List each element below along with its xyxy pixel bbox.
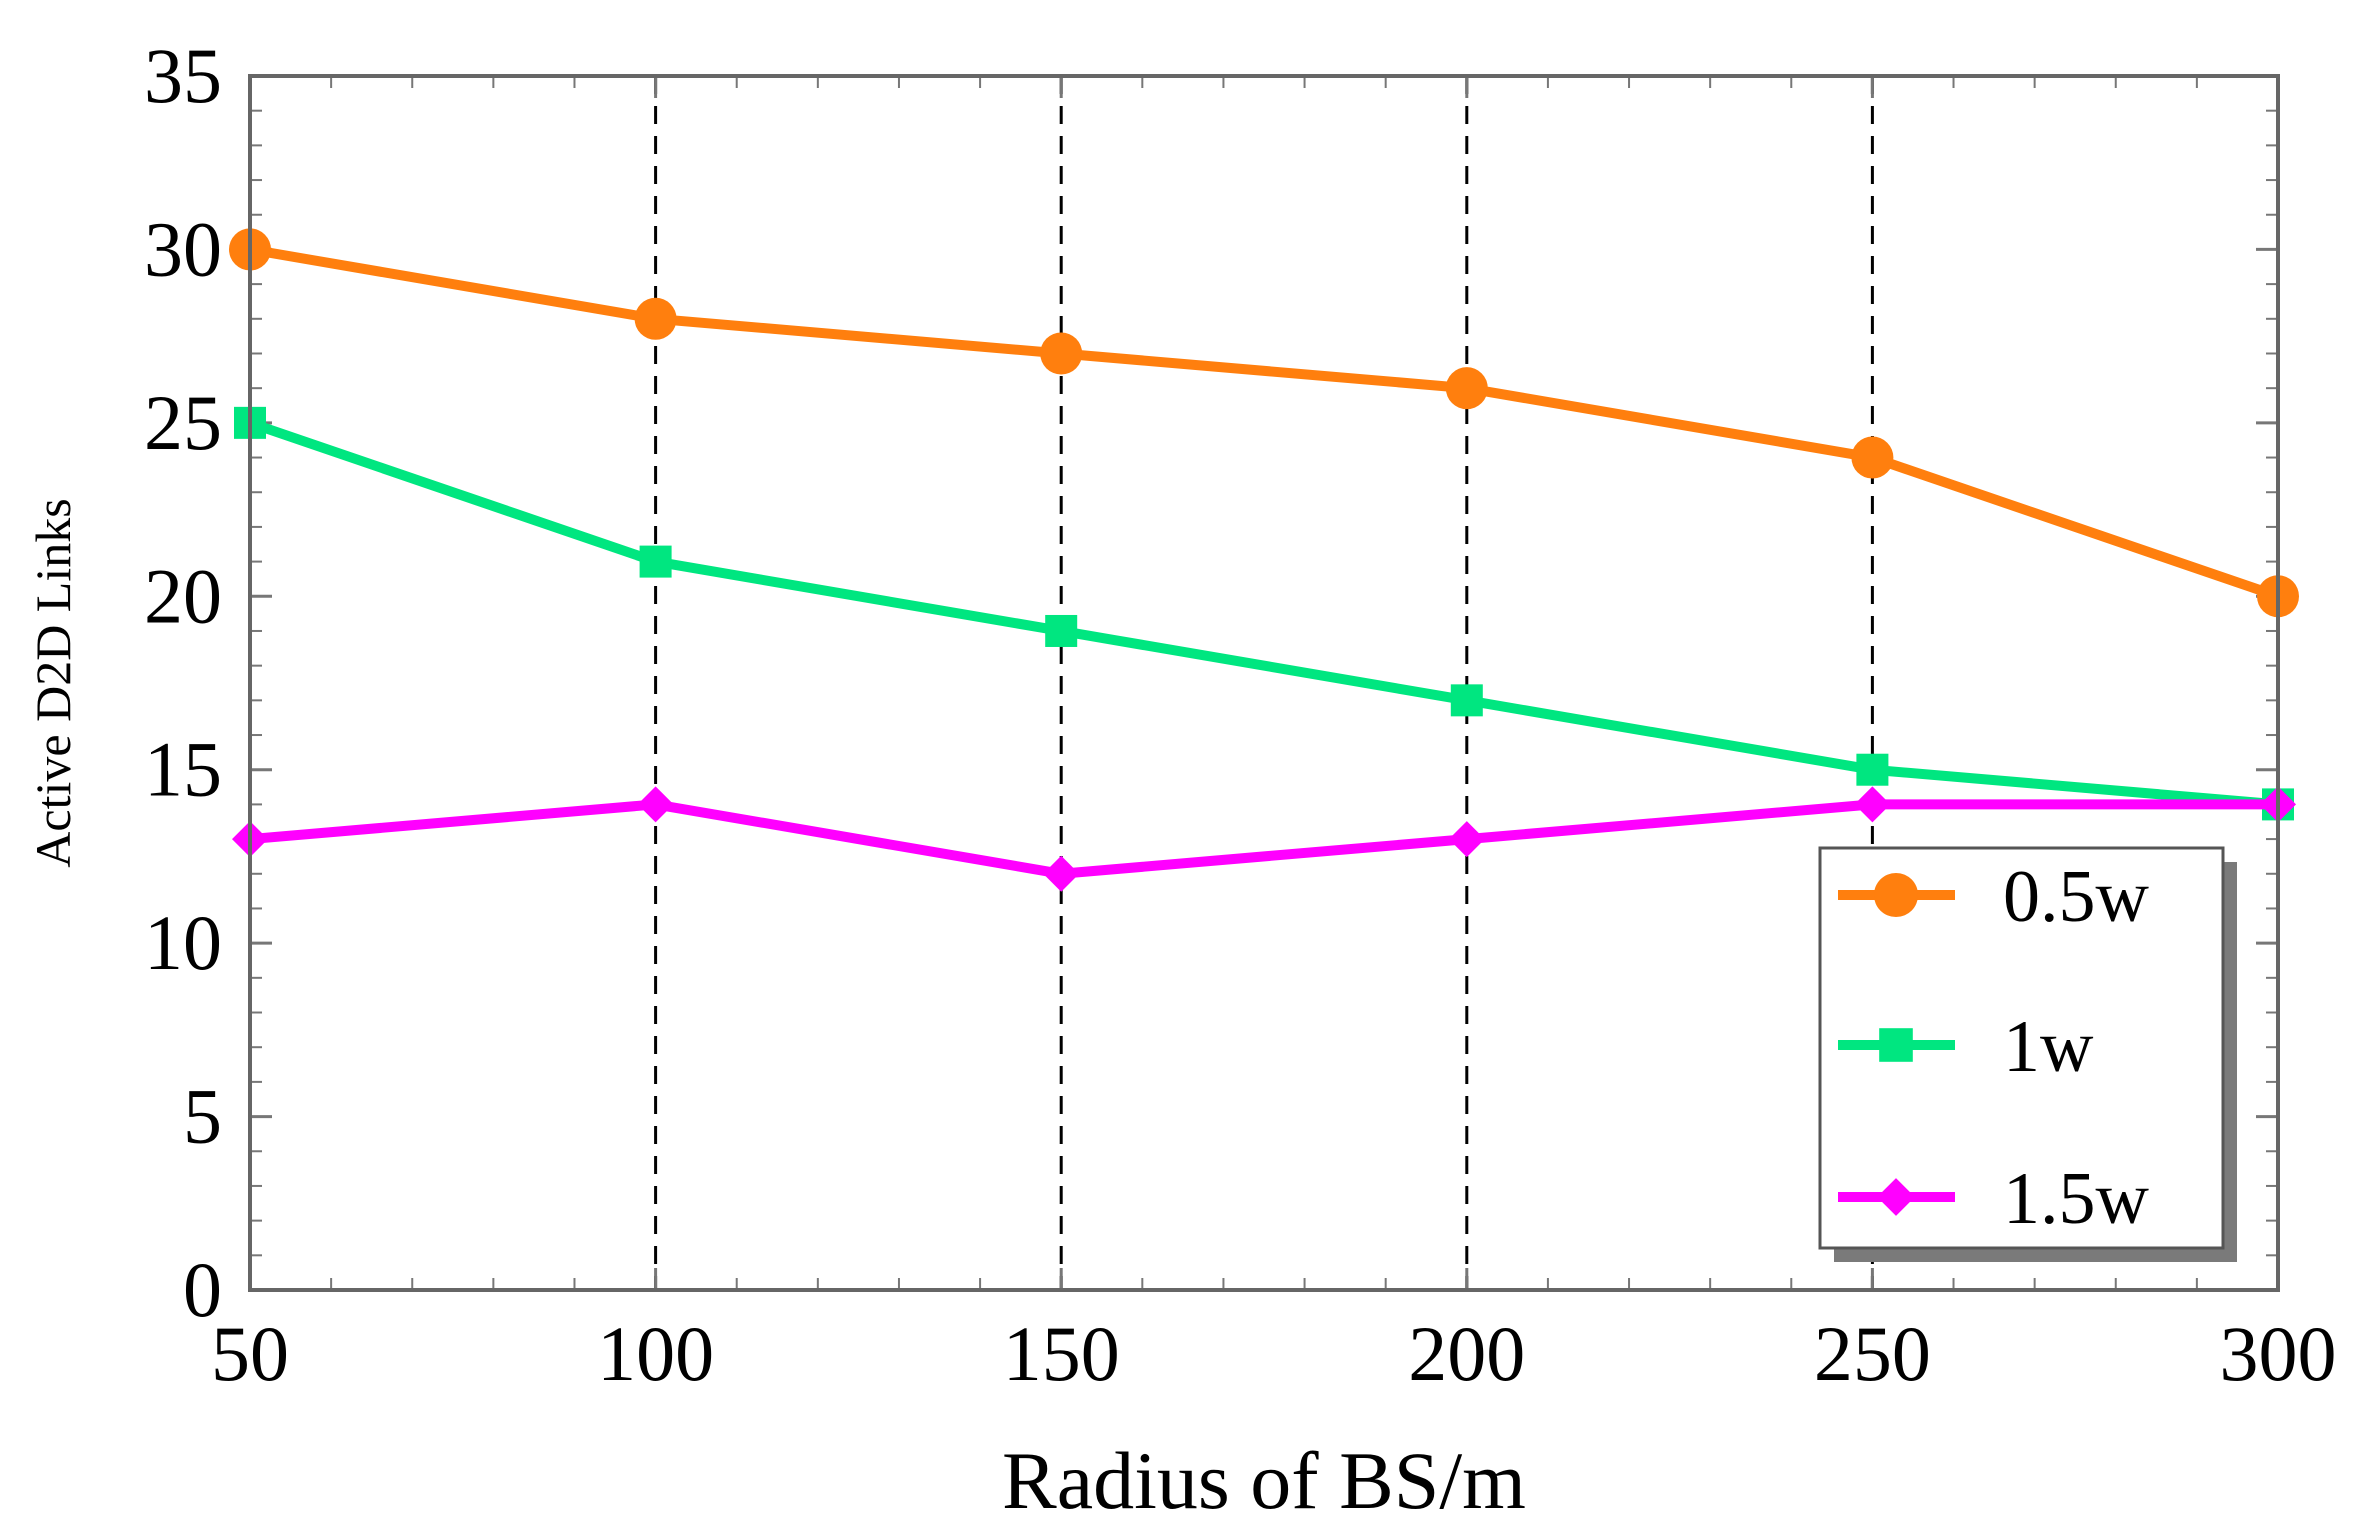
x-tick-label-100: 100 xyxy=(597,1310,714,1397)
tick-label-layer: 50 100 150 200 250 300 0 5 10 15 20 25 30 35 xyxy=(144,32,2337,1397)
data-point-1w-250 xyxy=(1856,753,1889,786)
legend-label-0.5w: 0.5w xyxy=(2003,856,2150,938)
x-tick-label-300: 300 xyxy=(2220,1310,2337,1397)
legend-label-1.5w: 1.5w xyxy=(2003,1158,2150,1240)
x-tick-label-150: 150 xyxy=(1003,1310,1120,1397)
legend: 0.5w 1w 1.5w xyxy=(1818,846,2237,1262)
y-tick-label-20: 20 xyxy=(144,552,222,639)
legend-marker-1.5w xyxy=(1877,1178,1915,1216)
y-tick-label-35: 35 xyxy=(144,32,222,119)
data-point-0.5w-200 xyxy=(1445,367,1488,410)
legend-marker-1w xyxy=(1879,1028,1913,1062)
y-tick-label-15: 15 xyxy=(144,726,222,813)
x-axis-title: Radius of BS/m xyxy=(1002,1435,1526,1526)
y-tick-label-30: 30 xyxy=(144,205,222,292)
y-tick-label-5: 5 xyxy=(183,1073,222,1160)
y-tick-label-10: 10 xyxy=(144,899,222,986)
grid-layer xyxy=(654,76,1874,1290)
data-point-1w-200 xyxy=(1450,684,1483,717)
data-point-1.5w-150 xyxy=(1043,855,1080,892)
legend-marker-0.5w xyxy=(1873,872,1919,918)
data-point-1.5w-250 xyxy=(1854,786,1891,823)
plot-frame xyxy=(248,74,2280,1292)
series-line-1w xyxy=(248,418,2279,810)
data-point-1w-100 xyxy=(639,545,672,578)
legend-label-1w: 1w xyxy=(2003,1006,2094,1088)
x-tick-label-200: 200 xyxy=(1408,1310,1525,1397)
y-tick-label-0: 0 xyxy=(183,1246,222,1333)
data-point-1.5w-200 xyxy=(1448,821,1485,858)
series-1.5w xyxy=(232,786,2296,892)
x-tick-label-50: 50 xyxy=(211,1310,289,1397)
series-line-0.5w xyxy=(249,244,2280,602)
y-axis-title: Active D2D Links xyxy=(25,498,81,867)
data-point-1w-150 xyxy=(1045,614,1078,647)
series-line-1.5w xyxy=(249,799,2278,879)
x-tick-label-250: 250 xyxy=(1814,1310,1931,1397)
data-point-0.5w-150 xyxy=(1040,332,1083,375)
y-tick-label-25: 25 xyxy=(144,379,222,466)
data-point-1.5w-100 xyxy=(637,786,674,823)
data-point-0.5w-100 xyxy=(634,297,677,340)
data-point-0.5w-250 xyxy=(1851,436,1894,479)
